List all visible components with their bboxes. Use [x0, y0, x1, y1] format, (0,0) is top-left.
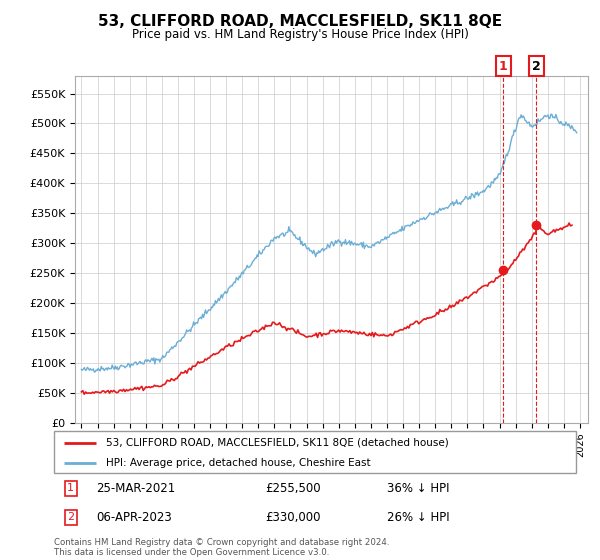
Text: 26% ↓ HPI: 26% ↓ HPI	[386, 511, 449, 524]
Text: 1: 1	[67, 483, 74, 493]
Text: 25-MAR-2021: 25-MAR-2021	[96, 482, 175, 494]
Text: 1: 1	[499, 59, 508, 73]
Text: HPI: Average price, detached house, Cheshire East: HPI: Average price, detached house, Ches…	[106, 458, 371, 468]
Text: Price paid vs. HM Land Registry's House Price Index (HPI): Price paid vs. HM Land Registry's House …	[131, 28, 469, 41]
Text: 2: 2	[67, 512, 74, 522]
Text: 06-APR-2023: 06-APR-2023	[96, 511, 172, 524]
Text: 53, CLIFFORD ROAD, MACCLESFIELD, SK11 8QE (detached house): 53, CLIFFORD ROAD, MACCLESFIELD, SK11 8Q…	[106, 438, 449, 448]
Text: Contains HM Land Registry data © Crown copyright and database right 2024.
This d: Contains HM Land Registry data © Crown c…	[54, 538, 389, 557]
Text: £330,000: £330,000	[265, 511, 321, 524]
Text: 2: 2	[532, 59, 541, 73]
Text: £255,500: £255,500	[265, 482, 321, 494]
Text: 36% ↓ HPI: 36% ↓ HPI	[386, 482, 449, 494]
FancyBboxPatch shape	[54, 431, 576, 473]
Text: 53, CLIFFORD ROAD, MACCLESFIELD, SK11 8QE: 53, CLIFFORD ROAD, MACCLESFIELD, SK11 8Q…	[98, 14, 502, 29]
